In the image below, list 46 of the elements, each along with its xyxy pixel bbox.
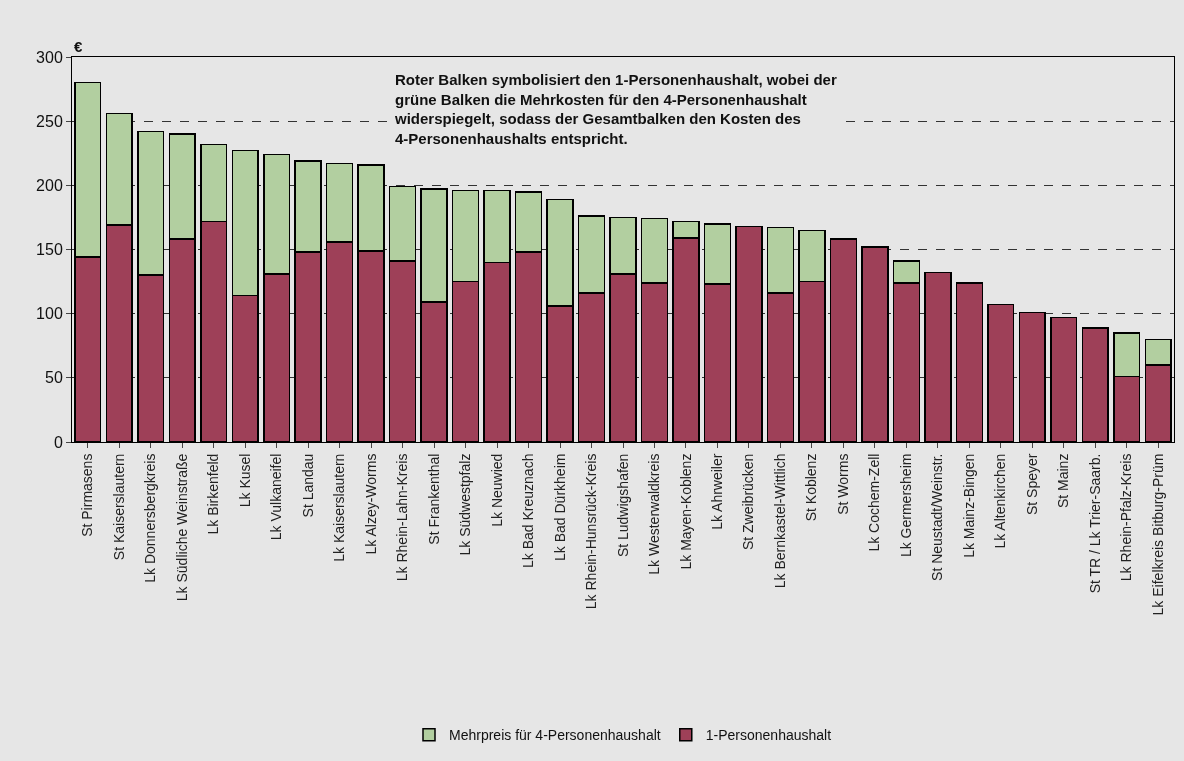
x-tick-label: St Pirmasens — [79, 453, 96, 537]
x-tick-label: Lk Germersheim — [897, 453, 914, 558]
x-tick-label: St Speyer — [1023, 453, 1040, 516]
x-tick-label: Lk Rhein-Pfalz-Kreis — [1118, 453, 1135, 582]
y-tick-label: 300 — [36, 48, 63, 66]
x-tick-label: Lk Kaiserslautern — [331, 453, 348, 562]
x-tick-label: St Ludwigshafen — [614, 453, 631, 558]
x-tick-label: St Landau — [299, 453, 316, 518]
x-tick-label: Lk Mayen-Koblenz — [677, 453, 694, 570]
x-tick-label: St Koblenz — [803, 453, 820, 522]
x-tick-label: Lk Westerwaldkreis — [646, 453, 663, 575]
x-tick-label: Lk Rhein-Hunsrück-Kreis — [583, 453, 600, 610]
x-tick-label: Lk Südliche Weinstraße — [173, 453, 190, 602]
y-tick-label: 50 — [45, 369, 63, 387]
x-tick-label: Lk Altenkirchen — [992, 453, 1009, 549]
y-tick-label: 200 — [36, 176, 63, 194]
x-tick-label: Lk Neuwied — [488, 453, 505, 527]
x-tick-label: St Zweibrücken — [740, 453, 757, 551]
y-tick-label: 150 — [36, 241, 63, 259]
y-tick-label: 100 — [36, 305, 63, 323]
x-tick-label: Lk Bernkastel-Wittlich — [771, 453, 788, 589]
x-tick-label: Lk Alzey-Worms — [362, 453, 379, 555]
x-tick-label: Lk Mainz-Bingen — [960, 453, 977, 558]
annotation: Roter Balken symbolisiert den 1-Personenhaushalt, wobei der grüne Balken die Mehrkosten für den 4-Personenhaushalt widerspiegelt, sodass der Gesamtbalken den Kosten des 4-Personenhaushalts entspricht. — [394, 71, 837, 147]
x-tick-label: St Neustadt/Weinstr. — [929, 453, 946, 581]
x-tick-label: Lk Bad Dürkheim — [551, 453, 568, 561]
x-tick-label: St Mainz — [1055, 453, 1072, 509]
legend-label: 1-Personenhaushalt — [705, 727, 832, 744]
x-tick-label: Lk Bad Kreuznach — [520, 453, 537, 569]
x-tick-label: St Frankenthal — [425, 453, 442, 545]
x-tick-label: Lk Kusel — [236, 453, 253, 508]
x-tick-label: Lk Ahrweiler — [709, 453, 726, 530]
y-tick-label: 250 — [36, 112, 63, 130]
x-tick-label: St Kaiserslautern — [110, 453, 127, 561]
x-tick-label: Lk Rhein-Lahn-Kreis — [394, 453, 411, 582]
x-tick-label: Lk Cochem-Zell — [866, 453, 883, 552]
x-tick-label: Lk Südwestpfalz — [457, 453, 474, 556]
x-tick-label: Lk Birkenfeld — [205, 453, 222, 535]
y-tick-label: 0 — [53, 433, 63, 451]
x-tick-label: Lk Donnersbergkreis — [142, 453, 159, 583]
legend-label: Mehrpreis für 4-Personenhaushalt — [449, 727, 661, 744]
y-axis-title: € — [74, 38, 83, 55]
x-tick-label: St TR / Lk Trier-Saarb. — [1086, 453, 1103, 594]
x-tick-label: Lk Eifelkreis Bitburg-Prüm — [1149, 453, 1166, 616]
x-tick-label: Lk Vulkaneifel — [268, 453, 285, 541]
x-tick-label: St Worms — [834, 453, 851, 515]
